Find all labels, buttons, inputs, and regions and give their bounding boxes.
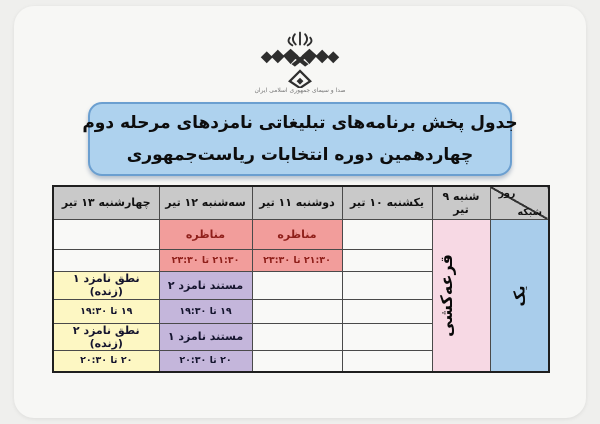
banner-line-1: جدول پخش برنامه‌های تبلیغاتی نامزدهای مر…	[82, 113, 518, 133]
day-header-wednesday: چهارشنبه ۱۳ تیر	[52, 185, 160, 220]
wednesday-speech2-title: نطق نامزد ۲ (زنده)	[52, 322, 160, 351]
day-header-saturday: شنبه ۹ تیر	[431, 185, 491, 220]
empty-cell	[251, 349, 343, 373]
day-header-sunday: یکشنبه ۱۰ تیر	[341, 185, 433, 220]
day-header-monday: دوشنبه ۱۱ تیر	[251, 185, 343, 220]
day-header-tuesday: سه‌شنبه ۱۲ تیر	[158, 185, 253, 220]
schedule-table: روز شبکه شنبه ۹ تیر یکشنبه ۱۰ تیر دوشنبه…	[52, 185, 550, 373]
wednesday-speech1-time: ۱۹ تا ۱۹:۳۰	[52, 298, 160, 324]
table-row: ۱۹ تا ۱۹:۳۰ ۱۹ تا ۱۹:۳۰	[52, 298, 549, 324]
empty-cell	[251, 322, 343, 351]
empty-cell	[52, 218, 160, 250]
saturday-lottery-cell: قرعه‌کشی	[431, 218, 491, 373]
empty-cell	[341, 248, 433, 272]
corner-network-label: شبکه	[517, 206, 542, 218]
tuesday-documentary1-title: مستند نامزد ۱	[158, 322, 253, 351]
wednesday-speech1-title: نطق نامزد ۱ (زنده)	[52, 270, 160, 300]
table-row: ۲۱:۳۰ تا ۲۳:۳۰ ۲۱:۳۰ تا ۲۳:۳۰	[52, 248, 549, 272]
table-row: یک قرعه‌کشی مناظره مناظره	[52, 218, 550, 373]
empty-cell	[251, 270, 343, 300]
corner-day-label: روز	[498, 188, 516, 199]
table-row: ۲۰ تا ۲۰:۳۰ ۲۰ تا ۲۰:۳۰	[52, 349, 549, 373]
empty-cell	[52, 248, 160, 272]
empty-cell	[341, 270, 433, 300]
empty-cell	[341, 298, 433, 324]
tuesday-documentary1-time: ۲۰ تا ۲۰:۳۰	[158, 349, 253, 373]
empty-cell	[341, 218, 433, 250]
network-one-label: یک	[510, 285, 529, 307]
tuesday-debate-title: مناظره	[158, 218, 253, 250]
title-banner: جدول پخش برنامه‌های تبلیغاتی نامزدهای مر…	[82, 102, 518, 176]
header-row: روز شبکه شنبه ۹ تیر یکشنبه ۱۰ تیر دوشنبه…	[52, 185, 550, 220]
monday-debate-time: ۲۱:۳۰ تا ۲۳:۳۰	[251, 248, 343, 272]
monday-debate-title: مناظره	[251, 218, 343, 250]
irib-logo-caption: صدا و سیمای جمهوری اسلامی ایران	[254, 87, 346, 94]
lottery-label: قرعه‌کشی	[436, 253, 456, 337]
tuesday-debate-time: ۲۱:۳۰ تا ۲۳:۳۰	[158, 248, 253, 272]
table-row: مستند نامزد ۱ نطق نامزد ۲ (زنده)	[52, 322, 549, 351]
banner-line-2: چهاردهمین دوره انتخابات ریاست‌جمهوری	[126, 145, 474, 165]
tuesday-documentary2-title: مستند نامزد ۲	[158, 270, 253, 300]
irib-logo: صدا و سیمای جمهوری اسلامی ایران	[0, 30, 600, 94]
network-one-cell: یک	[489, 218, 550, 373]
tuesday-documentary2-time: ۱۹ تا ۱۹:۳۰	[158, 298, 253, 324]
empty-cell	[341, 322, 433, 351]
irib-emblem-icon	[260, 31, 340, 88]
empty-cell	[251, 298, 343, 324]
corner-network-day-cell: روز شبکه	[489, 185, 550, 220]
wednesday-speech2-time: ۲۰ تا ۲۰:۳۰	[52, 349, 160, 373]
empty-cell	[341, 349, 433, 373]
